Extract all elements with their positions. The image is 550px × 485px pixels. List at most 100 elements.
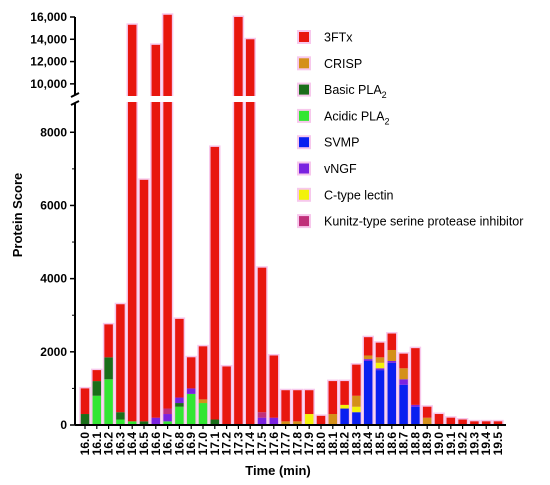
bar-3ftx-19.0 [434, 414, 444, 425]
bar-stack-17.7 [279, 388, 292, 425]
axis-break-gap [77, 96, 497, 102]
bar-c-type-lectin-18.5 [375, 362, 385, 369]
bar-3ftx-17.6 [269, 355, 279, 418]
bar-stack-17.5 [256, 266, 268, 425]
bar-stack-18.3 [350, 363, 363, 425]
bar-vngf-18.4 [363, 359, 373, 361]
y-tick-label: 12,000 [30, 55, 67, 69]
bar-stack-16.7 [161, 13, 174, 426]
x-tick-label: 18.0 [314, 432, 328, 456]
legend-label: SVMP [324, 136, 359, 150]
bar-vngf-18.7 [399, 379, 408, 385]
bar-3ftx-17.1 [210, 146, 220, 420]
bar-svmp-18.8 [411, 406, 420, 425]
legend-swatch [299, 189, 309, 200]
x-tick-label: 16.7 [161, 432, 175, 456]
bar-stack-16.8 [173, 317, 186, 425]
bar-svmp-18.6 [387, 362, 397, 425]
x-tick-label: 16.1 [90, 432, 104, 456]
bar-acidic-pla2-16.1 [92, 395, 102, 425]
bar-acidic-pla2-16.2 [104, 379, 113, 425]
bar-stack-18.7 [397, 352, 410, 425]
y-tick-label: 6000 [40, 198, 67, 212]
x-tick-label: 16.3 [113, 432, 127, 456]
legend-swatch [299, 84, 309, 95]
axis-layer: 0 2000 4000 6000 8000 10,000 12,000 14,000 16,00… [30, 10, 506, 455]
bar-acidic-pla2-16.9 [186, 393, 196, 425]
x-tick-label: 17.5 [255, 432, 269, 456]
bar-stack-19.2 [456, 418, 469, 425]
bar-3ftx-16.2 [104, 324, 113, 358]
legend-item-acidic-pla2: Acidic PLA2 [297, 108, 389, 126]
x-tick-label: 16.6 [149, 432, 163, 456]
bar-3ftx-18.4 [363, 337, 373, 356]
bar-3ftx-18.5 [375, 342, 385, 358]
legend-swatch [299, 137, 309, 148]
bar-basic-pla2-17.1 [210, 419, 220, 425]
bar-crisp-18.7 [399, 368, 408, 380]
bar-stack-16.4 [126, 23, 138, 426]
bar-stack-17.8 [291, 388, 304, 425]
bar-3ftx-16.1 [92, 370, 102, 382]
bar-basic-pla2-16.0 [80, 414, 90, 425]
x-tick-label: 17.3 [231, 432, 245, 456]
bar-stack-19.4 [480, 419, 492, 425]
bar-3ftx-18.3 [352, 364, 361, 396]
bar-stack-18.8 [409, 346, 422, 425]
legend-item-crisp: CRISP [297, 56, 362, 71]
x-tick-label: 16.0 [78, 432, 92, 456]
bar-3ftx-19.5 [493, 421, 503, 425]
bar-acidic-pla2-16.3 [116, 419, 125, 425]
x-tick-label: 19.4 [479, 432, 493, 456]
bar-stack-16.1 [91, 368, 103, 425]
x-tick-label: 18.1 [326, 432, 340, 456]
bar-vngf-16.8 [175, 397, 184, 404]
x-tick-label: 17.7 [279, 432, 293, 456]
bar-vngf-16.9 [186, 388, 196, 394]
bar-3ftx-17.9 [304, 390, 314, 415]
y-tick-label: 16,000 [30, 10, 67, 24]
legend-label: Basic PLA2 [324, 83, 387, 100]
x-tick-label: 16.9 [184, 432, 198, 456]
bar-svmp-18.3 [352, 412, 361, 425]
bar-c-type-lectin-18.2 [340, 404, 349, 409]
bar-3ftx-17.2 [222, 366, 231, 425]
bar-3ftx-18.6 [387, 333, 397, 350]
bar-svmp-18.4 [363, 360, 373, 425]
bar-vngf-17.6 [269, 417, 279, 425]
bar-stack-18.9 [421, 405, 433, 425]
bar-basic-pla2-16.8 [175, 403, 184, 407]
x-tick-label: 19.0 [432, 432, 446, 456]
legend: 3FTx CRISP Basic PLA2 Acidic PLA2 SVMP vNGF C-… [297, 30, 523, 229]
bar-basic-pla2-16.5 [139, 421, 149, 425]
bar-c-type-lectin-17.9 [304, 414, 314, 425]
legend-swatch [299, 58, 309, 69]
bar-3ftx-17.0 [198, 346, 208, 400]
bar-svmp-18.7 [399, 384, 408, 425]
bar-crisp-18.1 [328, 414, 338, 425]
legend-label: Acidic PLA2 [324, 109, 389, 126]
y-tick-label: 4000 [40, 272, 67, 286]
bar-3ftx-16.5 [139, 179, 149, 422]
bar-3ftx-17.8 [293, 390, 302, 422]
legend-item-vngf: vNGF [297, 161, 357, 176]
bar-crisp-17.7 [281, 421, 290, 425]
bar-3ftx-16.3 [116, 304, 125, 413]
x-tick-label: 17.0 [196, 432, 210, 456]
bar-3ftx-19.2 [458, 419, 467, 425]
bar-stack-17.0 [197, 344, 209, 425]
bar-crisp-18.4 [363, 355, 373, 360]
y-tick-label: 8000 [40, 125, 67, 139]
bar-stack-16.6 [150, 43, 162, 425]
bar-stack-17.4 [244, 37, 256, 426]
x-tick-label: 17.1 [208, 432, 222, 456]
y-axis-title: Protein Score [10, 173, 25, 258]
bar-crisp-17.0 [198, 399, 208, 404]
bar-3ftx-18.1 [328, 381, 338, 415]
bar-acidic-pla2-16.7 [163, 421, 172, 425]
x-tick-label: 19.3 [467, 432, 481, 456]
legend-label: Kunitz-type serine protease inhibitor [324, 215, 523, 229]
bar-acidic-pla2-16.8 [175, 406, 184, 425]
bar-stack-19.3 [468, 419, 481, 425]
